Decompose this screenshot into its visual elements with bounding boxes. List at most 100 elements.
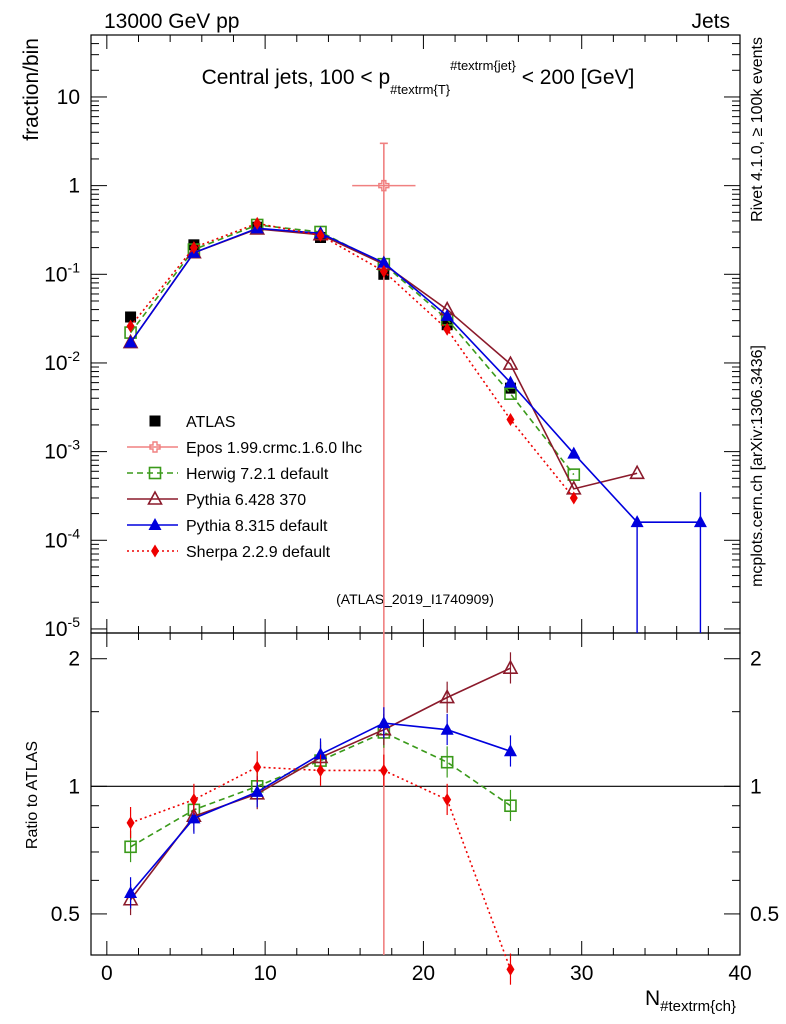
legend-label: ATLAS [186,414,236,431]
data-point [443,322,452,336]
x-axis-label-main: N [645,987,660,1010]
ratio-point [377,716,391,729]
series-layer [122,142,707,985]
data-point [567,468,581,481]
y-tick-label: 10-5 [44,614,80,641]
data-point [378,179,390,192]
legend-item-atlas: ATLAS [149,414,236,431]
plot-title-post: < 200 [GeV] [516,66,635,89]
y-tick-label: 10-4 [44,525,80,552]
plot-title: Central jets, 100 < p#textrm{T} #textrm{j… [202,58,635,97]
ratio-point [253,760,262,774]
plot-title-sub: #textrm{T} [390,82,451,97]
header-right: Jets [691,10,730,33]
header-left: 13000 GeV pp [104,10,239,33]
data-point [504,387,517,401]
ratio-point [250,784,264,797]
series-line [129,227,701,523]
ratio-point [443,793,452,807]
series-pythia-8-315-default [124,221,707,909]
y-tick-label: 10-1 [44,259,80,286]
series-herwig-7-2-1-default [124,218,581,863]
ratio-tick-label-left: 0.5 [51,903,80,926]
ratio-y-axis-label: Ratio to ATLAS [24,741,41,849]
data-point [253,216,262,230]
data-point [503,375,517,388]
legend-marker [151,544,159,558]
legend-label: Sherpa 2.2.9 default [186,544,331,561]
y-axis-label: fraction/bin [20,38,43,141]
legend-item-epos-1-99-crmc-1-6-0-lhc: Epos 1.99.crmc.1.6.0 lhc [127,440,362,457]
ratio-tick-label-right: 2 [750,648,762,671]
ratio-tick-label-left: 2 [68,648,80,671]
ratio-point [502,659,519,674]
data-point [316,228,325,242]
data-point [126,319,135,333]
data-point [630,515,644,528]
legend-label: Epos 1.99.crmc.1.6.0 lhc [186,440,362,457]
mcplots-label: mcplots.cern.ch [arXiv:1306.3436] [749,345,766,587]
ratio-point [316,763,325,777]
ratio-point [379,763,388,777]
legend-item-pythia-6-428-370: Pythia 6.428 370 [127,490,306,509]
x-tick-label: 20 [412,962,435,985]
ratio-point [503,744,517,757]
ratio-plot-frame [90,632,741,956]
ratio-point [124,886,138,899]
series-sherpa-2-2-9-default [126,216,578,985]
data-point [629,464,645,480]
data-point [569,491,578,505]
x-axis-label-sub: #textrm{ch} [660,998,736,1015]
legend-marker [147,490,163,505]
legend-item-herwig-7-2-1-default: Herwig 7.2.1 default [127,466,329,483]
ratio-point [314,747,328,760]
data-point [440,308,454,321]
y-tick-label: 10-2 [44,348,80,375]
data-point [189,241,198,255]
ratio-line [130,766,512,970]
x-tick-label: 10 [253,962,276,985]
legend-marker [148,466,162,480]
x-tick-label: 40 [728,962,751,985]
legend-label: Herwig 7.2.1 default [186,466,329,483]
series-epos-1-99-crmc-1-6-0-lhc [352,142,416,955]
y-tick-label: 10 [57,86,80,109]
analysis-tag: (ATLAS_2019_I1740909) [336,591,494,607]
data-point [377,255,391,268]
legend-label: Pythia 8.315 default [186,518,328,535]
plot-title-sup: #textrm{jet} [450,58,516,73]
ratio-point [187,811,201,824]
legend: ATLAS Epos 1.99.crmc.1.6.0 lhc Herwig 7.2.… [127,414,362,561]
data-point [125,311,137,323]
legend-marker [148,518,162,530]
legend-marker [149,415,161,427]
x-tick-label: 0 [101,962,113,985]
ratio-point [126,816,135,830]
data-point [379,264,388,278]
data-point [502,355,519,370]
ratio-point [439,688,456,704]
legend-item-sherpa-2-2-9-default: Sherpa 2.2.9 default [127,544,331,561]
axes-layer: 0 10 20 30 40 10 1 10-1 10-2 10-3 10-4 10-5 2 2 1 1 0.5 0… [44,34,779,985]
data-point [567,446,581,459]
x-axis-label: N#textrm{ch} [645,987,736,1015]
legend-item-pythia-8-315-default: Pythia 8.315 default [127,518,328,535]
rivet-label: Rivet 4.1.0, ≥ 100k events [749,37,766,222]
ratio-point [506,962,515,976]
series-atlas [125,221,516,394]
x-tick-label: 30 [570,962,593,985]
legend-marker [149,441,161,453]
ratio-point [440,755,454,769]
ratio-tick-label-right: 0.5 [750,903,779,926]
y-tick-label: 1 [68,175,80,198]
legend-label: Pythia 6.428 370 [186,492,306,509]
y-tick-label: 10-3 [44,437,80,464]
plot-title-pre: Central jets, 100 < p [202,66,391,89]
ratio-tick-label-right: 1 [750,775,762,798]
data-point [124,335,138,348]
ratio-point [504,799,517,813]
ratio-point [124,840,137,854]
ratio-point [440,722,454,735]
ratio-tick-label-left: 1 [68,775,80,798]
